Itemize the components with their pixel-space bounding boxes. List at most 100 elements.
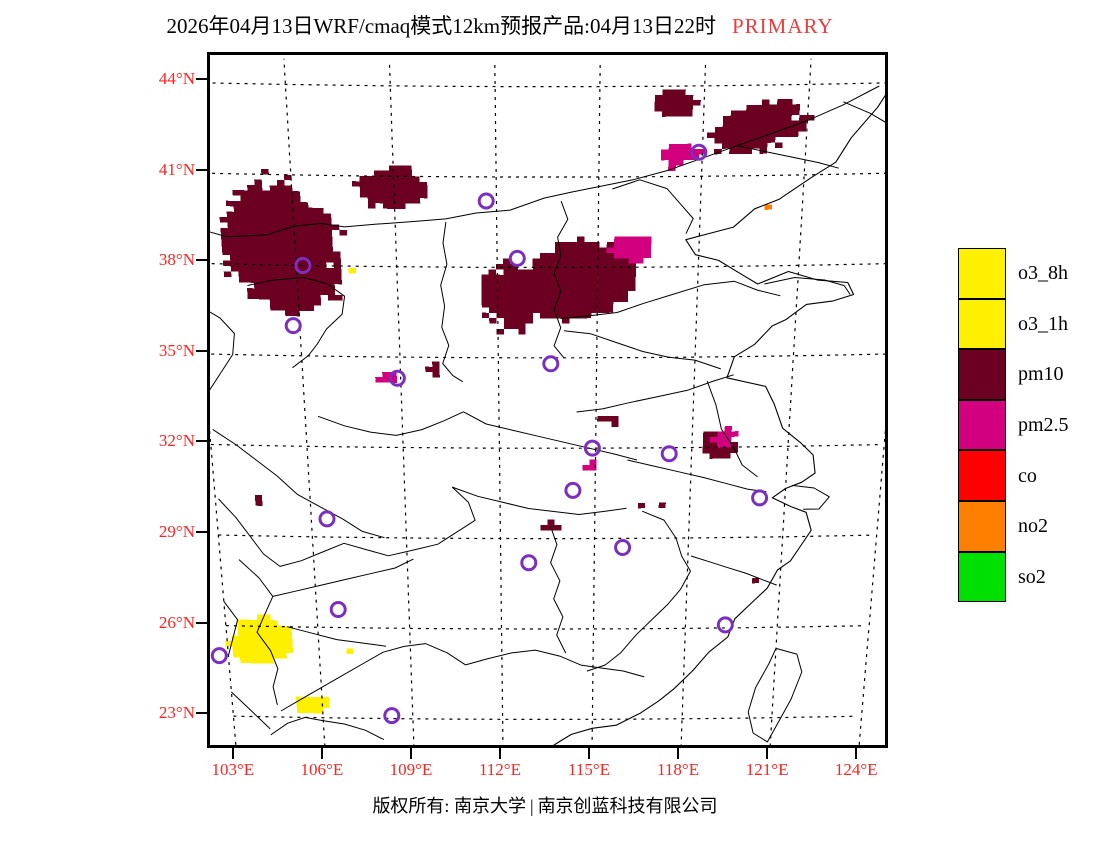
city-marker[interactable] [614,539,632,556]
pollutant-cell [305,283,313,290]
pollutant-cell [510,291,519,297]
pollutant-cell [569,263,577,270]
pollutant-cell [273,250,282,257]
pollutant-cell [675,160,684,166]
pollutant-cell [540,269,548,275]
pollutant-cell [660,154,669,161]
pollutant-cell [503,307,511,313]
city-marker[interactable] [210,647,228,665]
legend-item-no2[interactable]: no2 [958,500,1088,552]
y-tick-label: 38°N [158,250,195,270]
pollutant-cell [562,253,570,259]
pollutant-cell [489,307,497,313]
pollutant-cell [284,185,293,192]
pollutant-cell [420,192,428,199]
pollutant-cell [759,137,768,143]
pollutant-cell [227,222,236,229]
pollutant-cell [425,366,433,373]
pollutant-cell [669,105,678,112]
legend-label-co: co [1018,464,1037,487]
pollutant-cell [614,236,622,243]
city-marker[interactable] [329,601,347,618]
pollutant-cell [525,280,533,286]
pollutant-cell [736,148,745,155]
pollutant-cell [295,240,304,246]
city-marker[interactable] [660,445,678,463]
pollutant-cell [234,222,243,229]
city-marker[interactable] [388,369,406,387]
legend-item-pm2-5[interactable]: pm2.5 [958,399,1088,451]
pollutant-cell [722,116,731,122]
city-marker[interactable] [508,249,526,267]
pollutant-cell [397,198,406,204]
pollutant-cell [791,109,800,116]
x-tick-label: 109°E [389,760,433,779]
pollutant-cell [299,305,307,311]
city-marker[interactable] [284,317,302,335]
pollutant-cell [628,252,637,259]
pollutant-cell [724,425,732,432]
coastline-and-province-layer [210,85,885,745]
pollutant-cell [668,160,676,166]
pollutant-cell [412,176,420,182]
city-marker[interactable] [294,257,312,274]
pollutant-cell [562,274,570,281]
pollutant-cell [243,233,251,240]
pollutant-cell [584,280,592,286]
pollutant-cell [339,229,347,236]
legend-item-pm10[interactable]: pm10 [958,349,1088,400]
legend-item-o3-1h[interactable]: o3_1h [958,298,1088,350]
pollutant-cell [283,283,291,289]
pollutant-cell [576,285,585,292]
pollutant-cell [260,272,269,278]
pollutant-cell [584,296,592,302]
city-marker[interactable] [690,143,708,161]
city-marker[interactable] [583,439,601,457]
pollutant-cell [243,239,252,245]
pollutant-cell [404,165,412,171]
legend-item-co[interactable]: co [958,450,1088,501]
pollutant-cell [382,377,390,383]
city-marker[interactable] [542,355,560,373]
pollutant-cell [722,127,731,133]
pollutant-cell [599,253,607,259]
pollutant-cell [278,636,286,643]
pollutant-cell [547,274,555,281]
pollutant-cell [761,99,770,105]
pollutant-cell [714,132,723,138]
city-marker[interactable] [477,192,495,210]
pollutant-cell [775,126,784,132]
pollutant-cell [263,614,271,621]
pollutant-cell [481,280,489,286]
legend-item-so2[interactable]: so2 [958,551,1088,603]
pollutant-cell [264,217,273,224]
legend-item-o3-8h[interactable]: o3_8h [958,248,1088,299]
city-marker[interactable] [383,707,401,725]
pollutant-cell [277,196,286,202]
page-title-primary: PRIMARY [731,14,834,38]
pollutant-cell [271,636,279,643]
city-marker[interactable] [318,510,336,528]
pollutant-cell [569,258,577,264]
pollutant-cell [518,285,526,292]
pollutant-cell [481,296,489,302]
pollutant-cell [312,289,321,295]
city-marker[interactable] [716,616,734,634]
pollutant-cell [239,652,247,658]
pollutant-cell [279,218,287,224]
pollutant-cell [271,218,280,224]
pollutant-cell [525,307,533,313]
city-marker[interactable] [751,489,769,507]
city-marker[interactable] [520,554,538,572]
pollutant-cell [245,636,253,642]
pollutant-cell [584,307,592,313]
y-tick-mark [196,168,207,171]
pollutant-cell [540,307,548,313]
meridian-124 [858,428,885,745]
city-marker[interactable] [564,481,582,499]
pollutant-cell [540,302,548,308]
pollutant-cell [753,104,762,111]
pollutant-cell [613,291,621,297]
pollutant-cell [253,657,261,664]
